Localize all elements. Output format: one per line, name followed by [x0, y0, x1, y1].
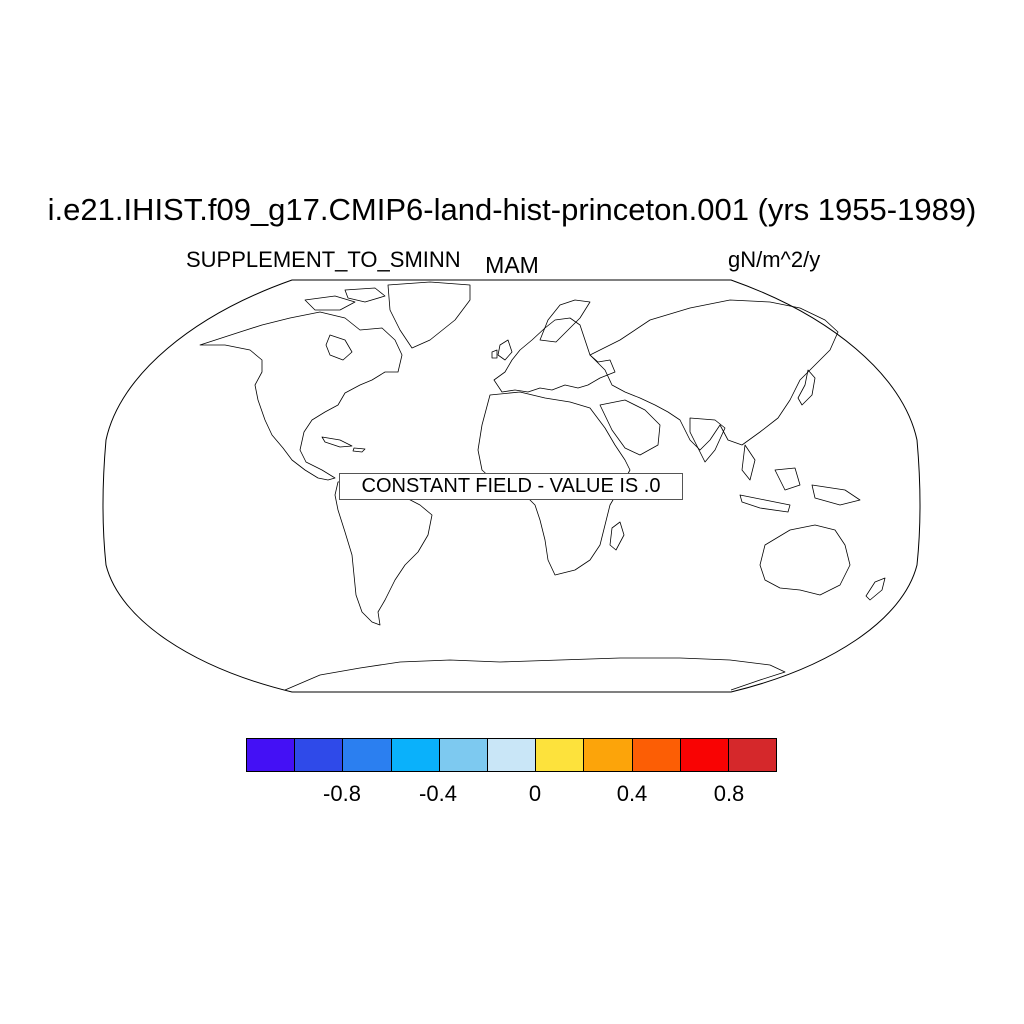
colorbar [246, 738, 777, 772]
season-label: MAM [485, 252, 539, 278]
colorbar-swatch [391, 739, 440, 771]
colorbar-tick-label: 0 [528, 781, 542, 806]
map-boundary [102, 279, 921, 693]
colorbar-swatch [728, 739, 777, 771]
colorbar-swatch [487, 739, 537, 771]
colorbar-swatch [247, 739, 296, 771]
units-label: gN/m^2/y [728, 247, 821, 272]
colorbar-tick-label: -0.4 [419, 781, 457, 806]
colorbar-swatch [632, 739, 681, 771]
colorbar-tick-label: 0.8 [713, 781, 745, 806]
colorbar-tick-label: -0.8 [323, 781, 361, 806]
plot-title: i.e21.IHIST.f09_g17.CMIP6-land-hist-prin… [47, 192, 977, 227]
coastlines [199, 281, 886, 691]
colorbar-tick-label: 0.4 [616, 781, 648, 806]
colorbar-swatch [680, 739, 729, 771]
colorbar-swatch [343, 739, 392, 771]
colorbar-swatch [536, 739, 585, 771]
variable-name: SUPPLEMENT_TO_SMINN [186, 247, 461, 272]
colorbar-swatch [295, 739, 344, 771]
constant-field-notice: CONSTANT FIELD - VALUE IS .0 [339, 473, 683, 500]
colorbar-swatch [584, 739, 633, 771]
colorbar-swatch [439, 739, 488, 771]
